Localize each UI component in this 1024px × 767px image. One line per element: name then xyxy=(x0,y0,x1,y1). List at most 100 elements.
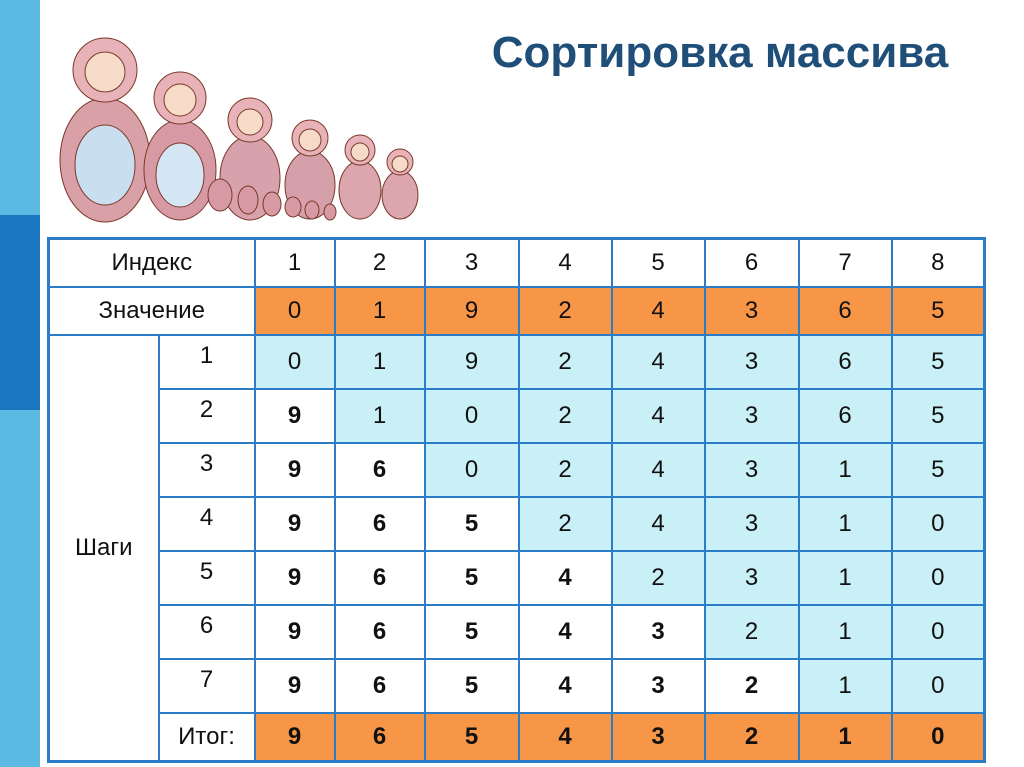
table-row: Индекс 1 2 3 4 5 6 7 8 xyxy=(47,237,986,288)
step-cell: 0 xyxy=(423,388,520,444)
step-cell: 5 xyxy=(423,658,520,714)
total-label: Итог: xyxy=(157,712,256,763)
step-cell: 4 xyxy=(610,442,706,498)
index-cell: 1 xyxy=(253,237,336,288)
sort-table: Индекс 1 2 3 4 5 6 7 8 Значение 0 1 9 2 4 3 6 5 Шаги 1 0 1 9 2 4… xyxy=(47,237,986,763)
value-cell: 3 xyxy=(703,286,800,336)
index-cell: 5 xyxy=(610,237,706,288)
matryoshka-image xyxy=(59,37,419,223)
step-cell: 2 xyxy=(517,334,613,390)
step-cell: 5 xyxy=(890,388,986,444)
step-cell: 9 xyxy=(253,604,336,660)
step-cell: 1 xyxy=(797,550,893,606)
index-cell: 3 xyxy=(423,237,520,288)
step-cell: 6 xyxy=(333,658,426,714)
step-cell: 6 xyxy=(333,442,426,498)
table-row: Шаги 1 0 1 9 2 4 3 6 5 xyxy=(47,334,986,763)
step-cell: 3 xyxy=(610,658,706,714)
step-cell: 9 xyxy=(423,334,520,390)
step-cell: 0 xyxy=(890,550,986,606)
step-number: 1 xyxy=(157,334,256,390)
value-cell: 0 xyxy=(253,286,336,336)
step-cell: 2 xyxy=(517,442,613,498)
step-cell: 6 xyxy=(333,496,426,552)
step-cell: 5 xyxy=(423,604,520,660)
index-cell: 8 xyxy=(890,237,986,288)
title: Сортировка массива xyxy=(491,28,949,77)
step-cell: 2 xyxy=(517,388,613,444)
index-cell: 4 xyxy=(517,237,613,288)
step-cell: 2 xyxy=(610,550,706,606)
total-cell: 1 xyxy=(797,712,893,763)
step-cell: 3 xyxy=(703,550,800,606)
value-cell: 2 xyxy=(517,286,613,336)
step-cell: 6 xyxy=(333,604,426,660)
step-cell: 4 xyxy=(610,388,706,444)
steps-label: Шаги xyxy=(47,334,160,763)
value-cell: 9 xyxy=(423,286,520,336)
row-label: Значение xyxy=(47,286,256,336)
step-cell: 4 xyxy=(610,496,706,552)
step-cell: 5 xyxy=(423,550,520,606)
total-cell: 9 xyxy=(253,712,336,763)
step-cell: 5 xyxy=(890,334,986,390)
step-cell: 1 xyxy=(797,658,893,714)
step-cell: 9 xyxy=(253,658,336,714)
step-cell: 5 xyxy=(423,496,520,552)
step-cell: 0 xyxy=(890,604,986,660)
step-cell: 9 xyxy=(253,388,336,444)
value-cell: 4 xyxy=(610,286,706,336)
step-cell: 4 xyxy=(517,550,613,606)
index-cell: 2 xyxy=(333,237,426,288)
step-cell: 3 xyxy=(703,334,800,390)
step-number: 5 xyxy=(157,550,256,606)
value-cell: 5 xyxy=(890,286,986,336)
index-cell: 7 xyxy=(797,237,893,288)
table-body: Индекс 1 2 3 4 5 6 7 8 Значение 0 1 9 2 4 3 6 5 Шаги 1 0 1 9 2 4… xyxy=(47,237,986,763)
total-cell: 5 xyxy=(423,712,520,763)
step-cell: 0 xyxy=(890,658,986,714)
step-cell: 1 xyxy=(333,388,426,444)
total-cell: 4 xyxy=(517,712,613,763)
step-number: 7 xyxy=(157,658,256,714)
total-cell: 2 xyxy=(703,712,800,763)
step-cell: 0 xyxy=(423,442,520,498)
step-cell: 2 xyxy=(517,496,613,552)
index-cell: 6 xyxy=(703,237,800,288)
step-number: 2 xyxy=(157,388,256,444)
step-cell: 9 xyxy=(253,550,336,606)
step-cell: 1 xyxy=(797,442,893,498)
total-cell: 6 xyxy=(333,712,426,763)
step-cell: 4 xyxy=(517,604,613,660)
table-row: Итог: 9 6 5 4 3 2 1 0 xyxy=(49,712,986,763)
step-cell: 3 xyxy=(703,388,800,444)
step-cell: 6 xyxy=(797,334,893,390)
step-number: 3 xyxy=(157,442,256,498)
step-cell: 0 xyxy=(253,334,336,390)
table-row: Значение 0 1 9 2 4 3 6 5 xyxy=(47,286,986,336)
step-number: 6 xyxy=(157,604,256,660)
step-cell: 0 xyxy=(890,496,986,552)
step-cell: 3 xyxy=(610,604,706,660)
step-number: 4 xyxy=(157,496,256,552)
step-cell: 1 xyxy=(797,496,893,552)
step-cell: 3 xyxy=(703,442,800,498)
step-cell: 2 xyxy=(703,604,800,660)
step-cell: 5 xyxy=(890,442,986,498)
step-cell: 4 xyxy=(610,334,706,390)
step-cell: 1 xyxy=(333,334,426,390)
row-label: Индекс xyxy=(47,237,256,288)
step-cell: 6 xyxy=(797,388,893,444)
step-cell: 4 xyxy=(517,658,613,714)
value-cell: 6 xyxy=(797,286,893,336)
step-cell: 2 xyxy=(703,658,800,714)
total-cell: 3 xyxy=(610,712,706,763)
step-cell: 9 xyxy=(253,496,336,552)
